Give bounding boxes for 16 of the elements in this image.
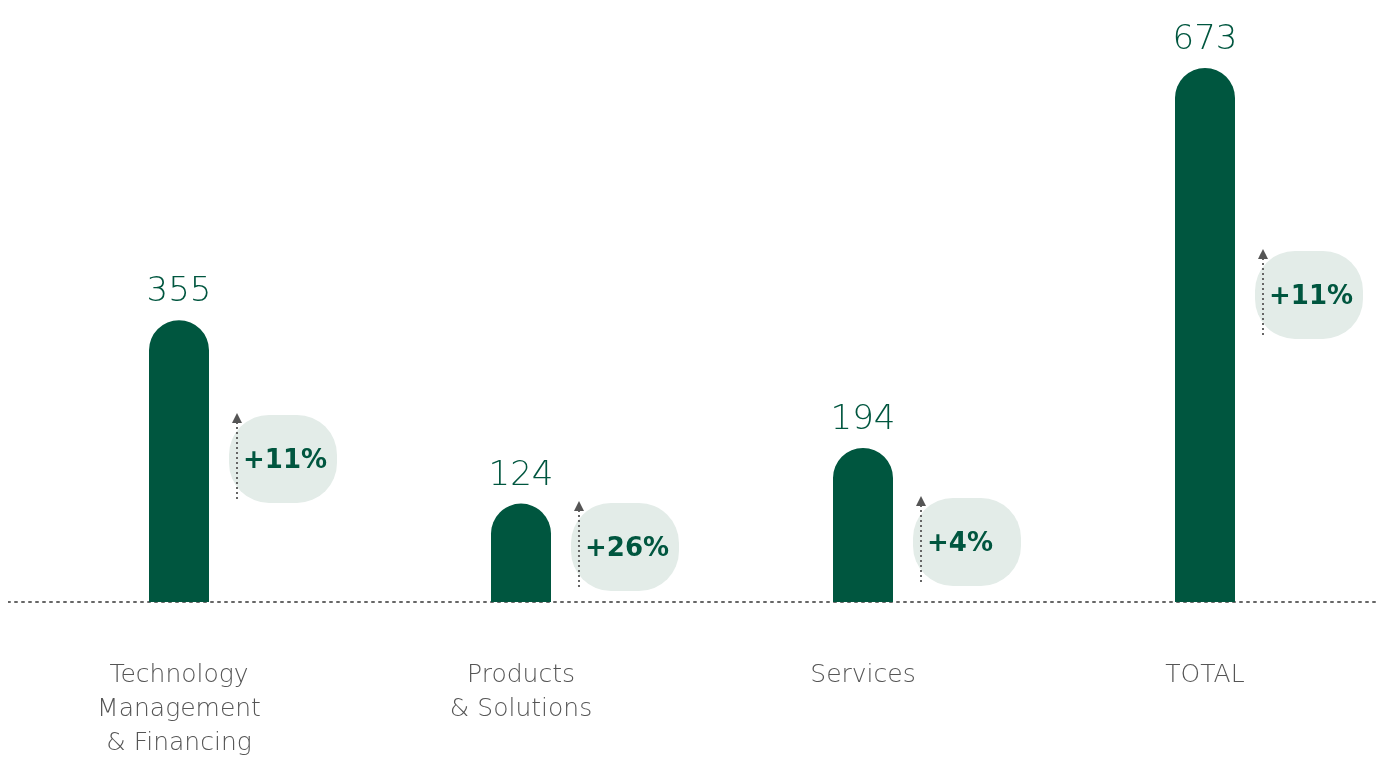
- annotation: +26%: [585, 532, 670, 562]
- x-tick-label: Products & Solutions: [449, 658, 593, 722]
- x-tick-label: Services: [810, 658, 916, 688]
- bar: [1175, 68, 1235, 602]
- x-tick-label: Technology Management & Financing: [97, 658, 261, 756]
- annotation: +4%: [927, 526, 993, 557]
- bar: [833, 448, 893, 602]
- bar: [149, 320, 209, 602]
- data-label: 355: [146, 269, 212, 310]
- data-label: 673: [1172, 17, 1238, 57]
- annotation: +11%: [243, 443, 328, 474]
- data-label: 124: [488, 452, 554, 493]
- x-tick-label: TOTAL: [1165, 658, 1245, 688]
- annotation: +11%: [1269, 279, 1354, 310]
- data-label: 194: [830, 397, 896, 438]
- bar: [491, 503, 551, 602]
